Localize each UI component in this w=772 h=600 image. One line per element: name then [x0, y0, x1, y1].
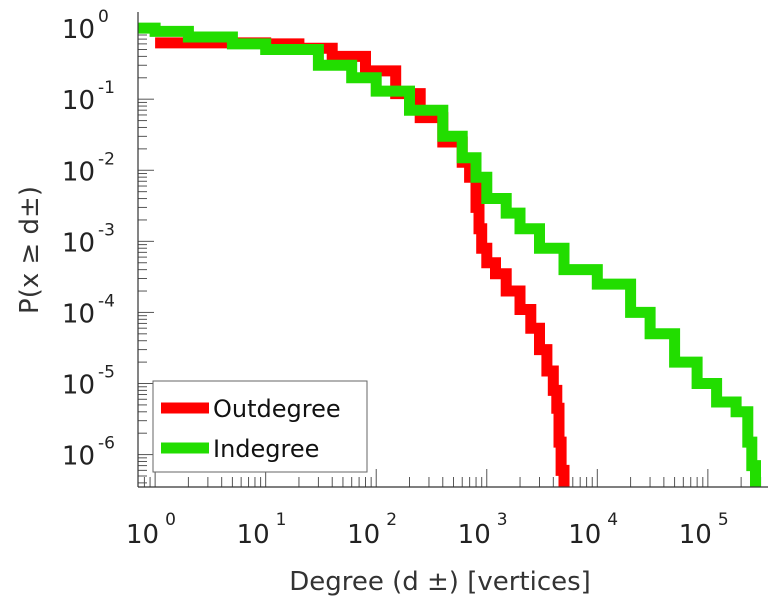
- tick-label-layer: 10 010 -110 -210 -310 -410 -510 -610 0 10 1 10 2 10 3 1…: [62, 7, 729, 550]
- y-tick-label: 10: [62, 442, 95, 472]
- x-tick-exponent: 3: [497, 510, 508, 530]
- y-tick-exponent: -5: [98, 363, 115, 383]
- x-tick-label: 10: [568, 520, 601, 550]
- legend-label-indegree: Indegree: [213, 435, 319, 463]
- series-line-outdegree: [155, 37, 570, 487]
- x-tick-exponent: 5: [718, 510, 729, 530]
- series-line-indegree: [138, 22, 761, 487]
- x-tick-label: 10: [126, 520, 159, 550]
- y-tick-label: 10: [62, 86, 95, 116]
- y-tick-exponent: -6: [98, 434, 115, 454]
- y-tick-exponent: -4: [98, 291, 115, 311]
- y-tick-label: 10: [62, 371, 95, 401]
- x-tick-exponent: 4: [607, 510, 618, 530]
- y-tick-exponent: -2: [98, 149, 115, 169]
- y-tick-label: 10: [62, 299, 95, 329]
- x-tick-label: 10: [237, 520, 270, 550]
- legend-label-outdegree: Outdegree: [213, 395, 341, 423]
- axes-frame-layer: [137, 12, 768, 488]
- y-tick-label: 10: [62, 15, 95, 45]
- x-tick-label: 10: [458, 520, 491, 550]
- y-tick-label: 10: [62, 228, 95, 258]
- x-tick-exponent: 0: [165, 510, 176, 530]
- y-tick-exponent: 0: [98, 7, 109, 27]
- x-tick-exponent: 1: [276, 510, 287, 530]
- x-tick-label: 10: [679, 520, 712, 550]
- series-layer: [138, 22, 761, 487]
- y-tick-exponent: -1: [98, 78, 115, 98]
- axis-label-layer: Degree (d ±) [vertices] P(x ≥ d±): [15, 186, 591, 597]
- x-axis-label: Degree (d ±) [vertices]: [289, 567, 591, 597]
- legend-box: [152, 380, 368, 473]
- legend: Outdegree Indegree: [152, 380, 368, 473]
- y-tick-exponent: -3: [98, 220, 115, 240]
- x-tick-label: 10: [347, 520, 380, 550]
- y-axis-label: P(x ≥ d±): [15, 186, 45, 314]
- x-tick-exponent: 2: [386, 510, 397, 530]
- y-tick-label: 10: [62, 157, 95, 187]
